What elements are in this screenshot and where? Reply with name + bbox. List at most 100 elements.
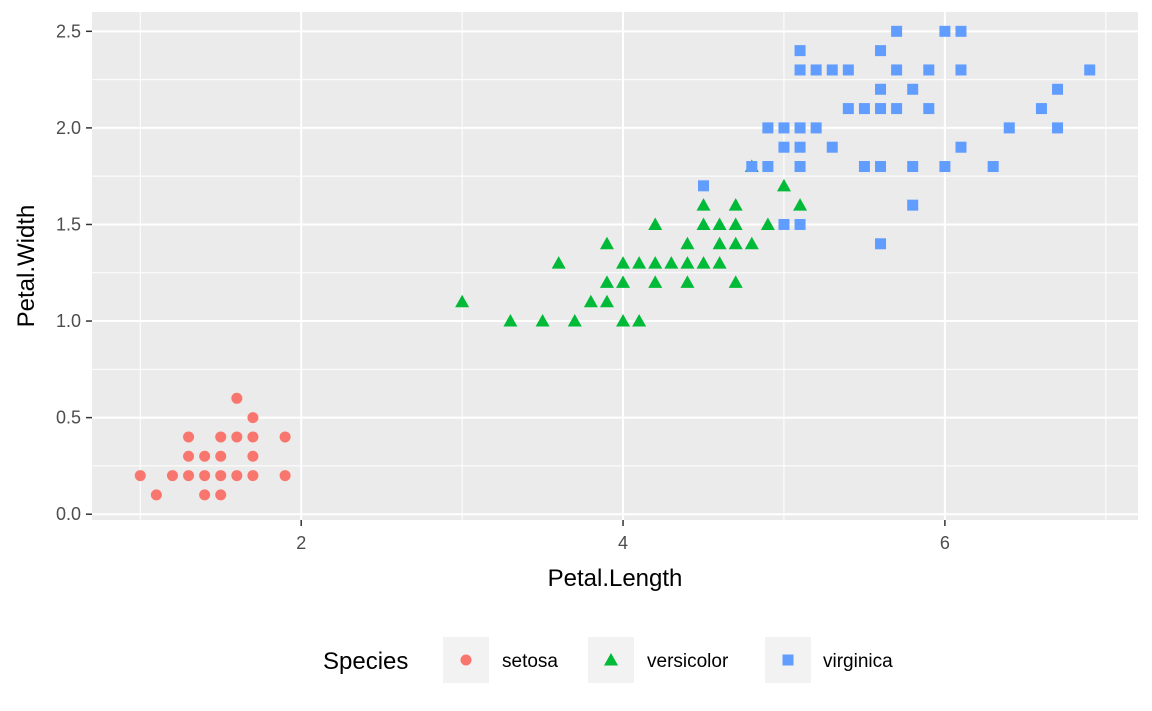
virginica-point xyxy=(907,199,919,211)
versicolor-point xyxy=(632,314,647,327)
virginica-point xyxy=(810,64,822,76)
virginica-point xyxy=(794,141,806,153)
y-tick-label: 0.0 xyxy=(56,504,81,524)
virginica-point xyxy=(762,161,774,173)
versicolor-point xyxy=(728,236,743,250)
virginica-point xyxy=(875,45,887,57)
y-tick-label: 0.5 xyxy=(56,408,81,428)
virginica-point xyxy=(955,141,967,153)
setosa-point xyxy=(247,431,259,443)
versicolor-point xyxy=(503,314,518,327)
virginica-point xyxy=(1035,103,1047,115)
versicolor-point xyxy=(648,275,663,288)
versicolor-point xyxy=(648,217,663,230)
setosa-point xyxy=(247,450,259,462)
versicolor-point xyxy=(728,275,743,288)
virginica-point xyxy=(842,103,854,115)
versicolor-point xyxy=(712,236,727,250)
x-tick-label: 2 xyxy=(296,533,306,553)
versicolor-point xyxy=(712,256,727,269)
setosa-point xyxy=(231,431,243,443)
versicolor-point xyxy=(567,314,582,327)
versicolor-point xyxy=(632,256,647,269)
x-axis-ticks: 2 4 6 xyxy=(296,520,950,553)
virginica-point xyxy=(794,45,806,57)
versicolor-point xyxy=(776,178,791,192)
legend-label-versicolor: versicolor xyxy=(647,651,729,672)
virginica-point xyxy=(891,64,903,76)
legend-marker-virginica xyxy=(782,654,794,666)
setosa-point xyxy=(134,470,146,482)
virginica-point xyxy=(794,218,806,230)
versicolor-point xyxy=(551,256,566,269)
setosa-point xyxy=(279,431,291,443)
versicolor-point xyxy=(616,256,631,269)
setosa-point xyxy=(183,470,195,482)
setosa-point xyxy=(231,470,243,482)
virginica-point xyxy=(794,122,806,134)
versicolor-point xyxy=(760,217,775,230)
series-setosa xyxy=(134,392,291,501)
virginica-point xyxy=(891,103,903,115)
versicolor-point xyxy=(599,236,614,250)
virginica-point xyxy=(955,64,967,76)
y-tick-label: 2.0 xyxy=(56,118,81,138)
y-axis-title: Petal.Width xyxy=(13,205,40,328)
versicolor-point xyxy=(680,275,695,288)
versicolor-point xyxy=(696,256,711,269)
x-axis-title: Petal.Length xyxy=(548,565,683,592)
versicolor-point xyxy=(616,275,631,288)
setosa-point xyxy=(279,470,291,482)
series-virginica xyxy=(698,25,1096,250)
virginica-point xyxy=(858,161,870,173)
setosa-point xyxy=(215,450,227,462)
versicolor-point xyxy=(616,314,631,327)
versicolor-point xyxy=(648,256,663,269)
virginica-point xyxy=(858,103,870,115)
virginica-point xyxy=(778,122,790,134)
panel-background xyxy=(92,12,1138,520)
versicolor-point xyxy=(680,236,695,250)
legend-marker-setosa xyxy=(460,654,472,666)
versicolor-point xyxy=(680,256,695,269)
virginica-point xyxy=(1052,83,1064,95)
virginica-point xyxy=(746,161,758,173)
versicolor-point xyxy=(583,294,598,308)
virginica-point xyxy=(794,64,806,76)
virginica-point xyxy=(826,141,838,153)
virginica-point xyxy=(794,161,806,173)
setosa-point xyxy=(199,470,211,482)
legend-label-virginica: virginica xyxy=(823,651,893,672)
legend: Species setosa versicolor virginica xyxy=(323,637,893,683)
x-tick-label: 4 xyxy=(618,533,628,553)
versicolor-point xyxy=(744,236,759,250)
virginica-point xyxy=(875,103,887,115)
virginica-point xyxy=(987,161,999,173)
versicolor-point xyxy=(455,294,470,308)
y-tick-label: 2.5 xyxy=(56,21,81,41)
versicolor-point xyxy=(728,198,743,211)
setosa-point xyxy=(150,489,162,501)
versicolor-point xyxy=(728,217,743,230)
setosa-point xyxy=(199,489,211,501)
x-tick-label: 6 xyxy=(940,533,950,553)
virginica-point xyxy=(907,161,919,173)
setosa-point xyxy=(215,489,227,501)
y-tick-label: 1.0 xyxy=(56,311,81,331)
legend-label-setosa: setosa xyxy=(502,651,558,672)
grid-minor xyxy=(92,12,1138,520)
virginica-point xyxy=(1084,64,1096,76)
setosa-point xyxy=(231,392,243,404)
virginica-point xyxy=(875,238,887,250)
virginica-point xyxy=(923,103,935,115)
legend-title: Species xyxy=(323,648,408,675)
legend-marker-versicolor xyxy=(604,653,618,666)
versicolor-point xyxy=(696,217,711,230)
virginica-point xyxy=(907,83,919,95)
virginica-point xyxy=(939,25,951,37)
virginica-point xyxy=(923,64,935,76)
setosa-point xyxy=(166,470,178,482)
setosa-point xyxy=(215,431,227,443)
y-tick-label: 1.5 xyxy=(56,214,81,234)
virginica-point xyxy=(1003,122,1015,134)
